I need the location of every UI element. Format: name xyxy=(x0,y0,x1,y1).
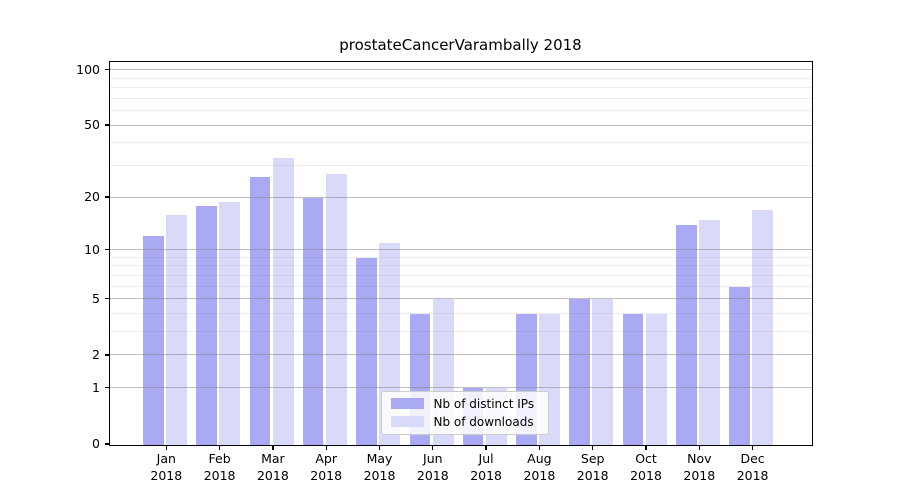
x-tick-mark xyxy=(272,445,274,450)
bar-ips-mar xyxy=(249,177,271,445)
y-tick-label-100: 100 xyxy=(76,61,100,77)
y-tick-label-1: 1 xyxy=(92,379,100,395)
x-tick-label-sep: Sep 2018 xyxy=(576,451,609,483)
bar-downloads-nov xyxy=(699,219,720,445)
x-tick-mark xyxy=(645,445,647,450)
legend-swatch xyxy=(390,416,424,427)
bar-ips-apr xyxy=(302,197,324,445)
gridline-major-50 xyxy=(109,124,812,126)
x-tick-label-jan: Jan 2018 xyxy=(150,451,183,483)
y-tick-mark xyxy=(104,354,109,356)
x-tick-label-may: May 2018 xyxy=(363,451,396,483)
gridline-major-1 xyxy=(109,387,812,389)
y-tick-mark xyxy=(104,196,109,198)
x-tick-label-nov: Nov 2018 xyxy=(683,451,716,483)
x-tick-mark xyxy=(218,445,221,450)
y-tick-mark xyxy=(104,387,109,389)
gridline-minor-7 xyxy=(109,274,812,276)
x-tick-label-feb: Feb 2018 xyxy=(203,451,236,483)
y-tick-label-2: 2 xyxy=(92,346,100,362)
legend-item-downloads: Nb of downloads xyxy=(390,414,535,429)
x-tick-mark xyxy=(538,445,541,450)
gridline-major-2 xyxy=(109,354,812,356)
x-tick-mark xyxy=(592,445,594,450)
x-tick-mark xyxy=(378,445,381,450)
gridline-minor-6 xyxy=(109,285,812,287)
bar-ips-dec xyxy=(729,286,750,445)
bar-downloads-apr xyxy=(325,174,347,445)
bar-downloads-oct xyxy=(645,313,667,445)
bar-ips-nov xyxy=(676,224,697,445)
bar-downloads-mar xyxy=(272,158,294,445)
x-tick-mark xyxy=(432,445,434,450)
gridline-minor-70 xyxy=(109,97,812,99)
x-tick-label-oct: Oct 2018 xyxy=(630,451,662,483)
legend-swatch xyxy=(390,398,424,409)
x-tick-label-dec: Dec 2018 xyxy=(736,451,769,483)
gridline-minor-80 xyxy=(109,87,812,89)
gridline-major-20 xyxy=(109,196,812,198)
bar-ips-may xyxy=(356,257,377,445)
y-tick-label-5: 5 xyxy=(92,290,100,306)
gridline-minor-60 xyxy=(109,110,812,112)
gridline-minor-9 xyxy=(109,256,812,258)
x-tick-label-jul: Jul 2018 xyxy=(470,451,502,483)
bar-downloads-feb xyxy=(219,201,241,445)
x-tick-mark xyxy=(165,445,167,450)
gridline-minor-8 xyxy=(109,265,812,267)
chart-title: prostateCancerVarambally 2018 xyxy=(339,36,582,54)
x-tick-label-mar: Mar 2018 xyxy=(256,451,289,483)
x-tick-mark xyxy=(325,445,327,450)
y-tick-mark xyxy=(104,248,109,251)
bar-ips-oct xyxy=(622,313,644,445)
bar-ips-sep xyxy=(569,299,590,445)
legend-label: Nb of distinct IPs xyxy=(433,396,535,411)
legend: Nb of distinct IPs Nb of downloads xyxy=(380,390,550,435)
y-tick-mark xyxy=(104,443,109,445)
gridline-minor-30 xyxy=(109,164,812,166)
bar-downloads-jan xyxy=(166,214,187,445)
y-tick-mark xyxy=(104,297,109,300)
bar-ips-feb xyxy=(196,205,217,445)
x-tick-label-jun: Jun 2018 xyxy=(416,451,449,483)
gridline-major-100 xyxy=(109,69,812,71)
gridline-major-10 xyxy=(109,249,812,250)
bar-downloads-sep xyxy=(592,299,614,445)
y-tick-label-20: 20 xyxy=(84,189,100,205)
gridline-minor-90 xyxy=(109,77,812,79)
x-tick-mark xyxy=(698,445,700,450)
y-tick-label-50: 50 xyxy=(84,117,100,133)
y-tick-mark xyxy=(104,124,109,126)
bar-ips-jan xyxy=(143,236,164,445)
x-tick-mark xyxy=(751,445,754,450)
y-tick-mark xyxy=(104,68,109,71)
bar-downloads-dec xyxy=(752,210,774,445)
x-tick-label-aug: Aug 2018 xyxy=(523,451,556,483)
gridline-minor-4 xyxy=(109,312,812,314)
plot-area: Nb of distinct IPs Nb of downloads xyxy=(108,60,813,446)
y-tick-label-10: 10 xyxy=(84,241,100,257)
x-tick-mark xyxy=(485,445,487,450)
gridline-minor-3 xyxy=(109,331,812,333)
x-tick-label-apr: Apr 2018 xyxy=(310,451,343,483)
gridline-major-5 xyxy=(109,298,812,300)
gridline-minor-40 xyxy=(109,142,812,144)
y-tick-label-0: 0 xyxy=(92,436,100,451)
legend-label: Nb of downloads xyxy=(433,414,534,429)
legend-item-distinct-ips: Nb of distinct IPs xyxy=(390,396,535,411)
